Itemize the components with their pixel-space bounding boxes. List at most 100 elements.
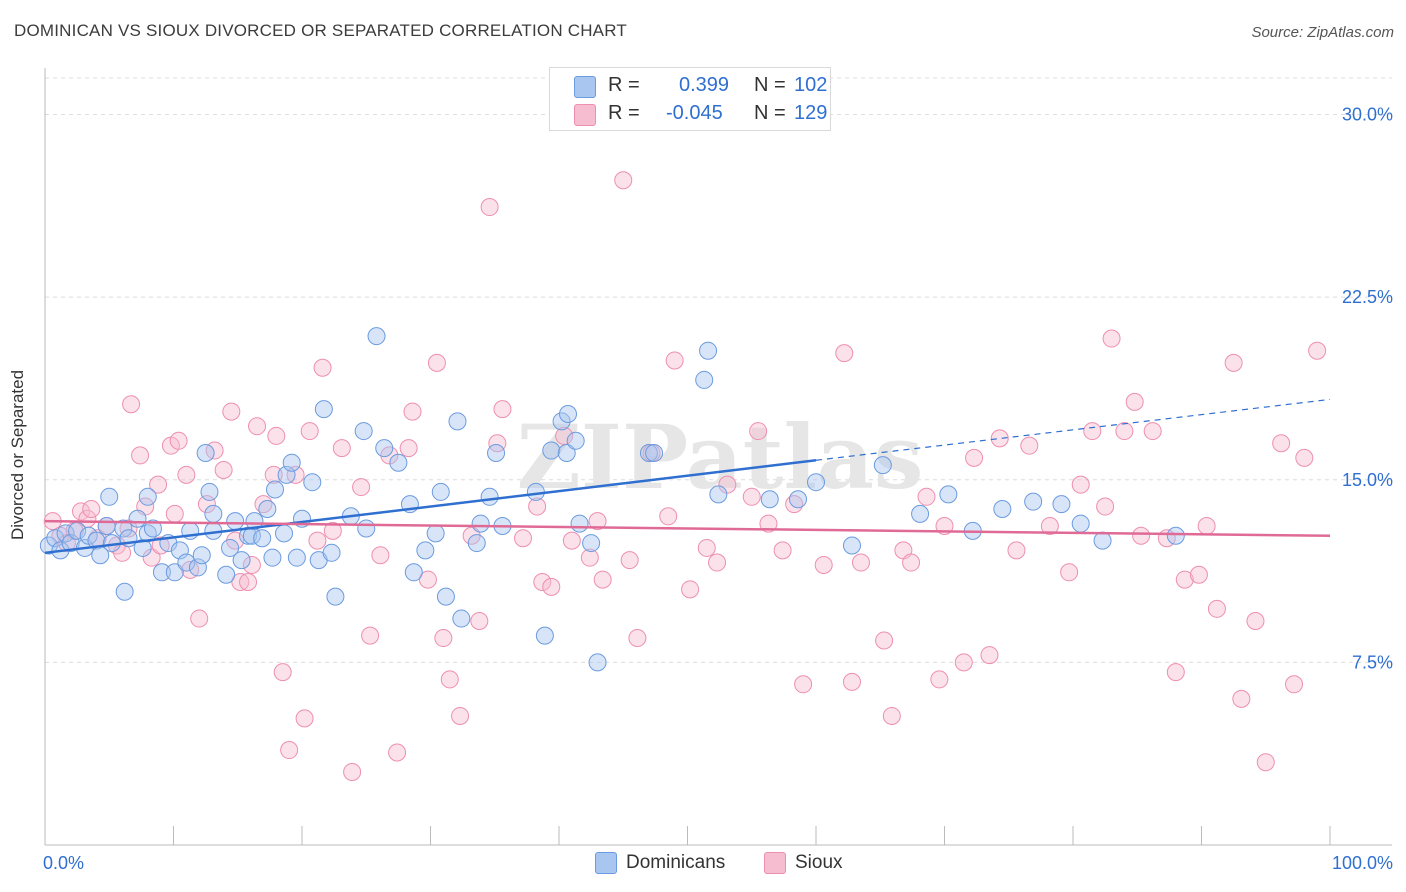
dominicans-point	[911, 504, 930, 523]
tick-labels: 7.5% 15.0% 22.5% 30.0% 0.0% 100.0%	[43, 105, 1393, 873]
dominicans-point	[100, 487, 119, 506]
sioux-point	[308, 531, 327, 550]
sioux-point	[1295, 448, 1314, 467]
legend-label: Sioux	[795, 852, 843, 873]
dominicans-point	[467, 534, 486, 553]
dominicans-point	[1024, 492, 1043, 511]
sioux-point	[427, 353, 446, 372]
sioux-point	[371, 546, 390, 565]
sioux-point	[231, 573, 250, 592]
sioux-point	[264, 465, 283, 484]
dominicans-point	[232, 551, 251, 570]
sioux-point	[1096, 497, 1115, 516]
sioux-point	[1207, 599, 1226, 618]
sioux-point	[470, 611, 489, 630]
sioux-point	[165, 504, 184, 523]
dominicans-point	[221, 538, 240, 557]
dominicans-point	[192, 546, 211, 565]
dominicans-trendline-projection	[815, 398, 1331, 461]
dominicans-point	[404, 563, 423, 582]
sioux-point	[990, 429, 1009, 448]
sioux-point	[930, 670, 949, 689]
source-label: Source: ZipAtlas.com	[1251, 24, 1394, 41]
sioux-point	[242, 555, 261, 574]
sioux-point	[1143, 422, 1162, 441]
sioux-point	[434, 629, 453, 648]
dominicans-point	[695, 370, 714, 389]
dominicans-points	[39, 327, 1185, 672]
sioux-point	[1125, 392, 1144, 411]
dominicans-point	[760, 490, 779, 509]
sioux-point	[773, 541, 792, 560]
sioux-point	[965, 448, 984, 467]
sioux-point	[1308, 341, 1327, 360]
sioux-point	[620, 551, 639, 570]
dominicans-point	[416, 541, 435, 560]
dominicans-point	[645, 443, 664, 462]
dominicans-point	[354, 422, 373, 441]
dominicans-point	[582, 534, 601, 553]
sioux-point	[1040, 517, 1059, 536]
sioux-point	[440, 670, 459, 689]
dominicans-point	[115, 582, 134, 601]
dominicans-point	[542, 441, 561, 460]
dominicans-point	[426, 524, 445, 543]
y-tick-label: 22.5%	[1342, 287, 1393, 307]
sioux-point	[71, 502, 90, 521]
dominicans-point	[452, 609, 471, 628]
sioux-point	[708, 553, 727, 572]
sioux-point	[131, 446, 150, 465]
sioux-point	[842, 672, 861, 691]
sioux-point	[665, 351, 684, 370]
dominicans-point	[143, 519, 162, 538]
sioux-point	[1224, 353, 1243, 372]
sioux-point	[917, 487, 936, 506]
dominicans-point	[789, 490, 808, 509]
dominicans-point	[253, 529, 272, 548]
dominicans-point	[204, 504, 223, 523]
legend-r-value: 0.399	[679, 74, 730, 96]
dominicans-point	[114, 519, 133, 538]
dominicans-trendline	[44, 459, 817, 555]
sioux-point	[361, 626, 380, 645]
dominicans-point	[448, 412, 467, 431]
sioux-point	[51, 526, 70, 545]
sioux-point	[1189, 565, 1208, 584]
dominicans-point	[39, 536, 58, 555]
dominicans-point	[566, 431, 585, 450]
sioux-point	[794, 675, 813, 694]
sioux-point	[214, 461, 233, 480]
sioux-point	[343, 762, 362, 781]
sioux-point	[388, 743, 407, 762]
dominicans-point	[558, 405, 577, 424]
legend-swatch-pink	[574, 104, 596, 126]
legend-swatch-blue	[574, 76, 596, 98]
sioux-point	[542, 577, 561, 596]
sioux-point	[1071, 475, 1090, 494]
dominicans-point	[588, 653, 607, 672]
sioux-points	[43, 171, 1327, 781]
sioux-point	[759, 514, 778, 533]
sioux-point	[177, 465, 196, 484]
dominicans-point	[993, 499, 1012, 518]
sioux-point	[1007, 541, 1026, 560]
dominicans-point	[245, 512, 264, 531]
sioux-point	[1060, 563, 1079, 582]
sioux-point	[332, 439, 351, 458]
dominicans-point	[196, 443, 215, 462]
dominicans-point	[375, 439, 394, 458]
dominicans-point	[1052, 495, 1071, 514]
sioux-point	[954, 653, 973, 672]
dominicans-point	[133, 538, 152, 557]
dominicans-point	[303, 473, 322, 492]
y-tick-label: 30.0%	[1342, 105, 1393, 125]
sioux-point	[1197, 517, 1216, 536]
sioux-point	[659, 507, 678, 526]
sioux-point	[82, 499, 101, 518]
dominicans-point	[471, 514, 490, 533]
sioux-point	[352, 478, 371, 497]
legend-n-label: N =	[754, 102, 786, 124]
dominicans-point	[152, 563, 171, 582]
sioux-point	[273, 663, 292, 682]
legend-r-label: R =	[608, 74, 640, 96]
